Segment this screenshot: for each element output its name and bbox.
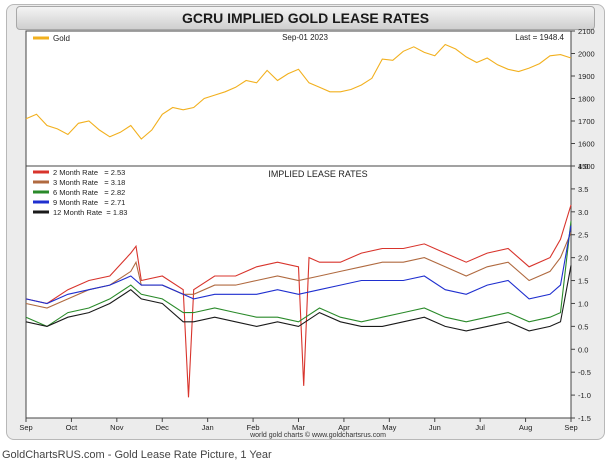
bottom-ytick-label: 0.5 [578,322,588,331]
date-label: Sep-01 2023 [282,33,328,42]
top-ytick-label: 1500 [578,162,595,171]
top-ytick-label: 2000 [578,50,595,59]
legend-label-12m: 12 Month Rate = 1.83 [53,208,127,217]
legend-label-2m: 2 Month Rate = 2.53 [53,168,125,177]
top-ytick-label: 1900 [578,72,595,81]
gold-legend-label: Gold [53,34,70,43]
xtick-label: Dec [156,423,170,432]
bottom-plot-area [25,165,572,419]
chart-canvas: 1500 1600 1700 1800 1900 2000 2100 -1.5 -1.0 -0.… [19,27,595,439]
top-ytick-label: 2100 [578,27,595,36]
page-caption: GoldChartsRUS.com - Gold Lease Rate Pict… [2,449,272,461]
top-ytick-label: 1700 [578,117,595,126]
chart-title: GCRU IMPLIED GOLD LEASE RATES [16,6,595,30]
bottom-ytick-label: 3.5 [578,185,588,194]
top-plot-area [25,30,572,167]
series-line-gold [25,43,572,140]
xtick-label: May [382,423,396,432]
top-ytick-label: 1600 [578,140,595,149]
bottom-ytick-label: 1.5 [578,277,588,286]
gold-price-series [25,43,572,140]
xtick-label: Nov [110,423,124,432]
bottom-ytick-label: 4.0 [578,162,588,171]
bottom-ytick-label: -0.5 [578,368,591,377]
xtick-label: Apr [338,423,350,432]
bottom-ytick-label: 2.0 [578,254,588,263]
bottom-ytick-label: 1.0 [578,299,588,308]
xtick-label: Jun [429,423,441,432]
xtick-label: Feb [247,423,260,432]
bottom-ytick-label: 0.0 [578,345,588,354]
xtick-label: Aug [519,423,532,432]
bottom-y-ticks: -1.5 -1.0 -0.5 0.0 0.5 1.0 1.5 2.0 2.5 3.0 3.5 4.0 [571,162,591,423]
lease-rate-legend: 2 Month Rate = 2.53 3 Month Rate = 3.18 … [33,168,127,217]
legend-label-3m: 3 Month Rate = 3.18 [53,178,125,187]
series-line-9-month-rate [25,225,572,305]
xtick-label: Oct [66,423,79,432]
lease-rates-title: IMPLIED LEASE RATES [268,169,367,179]
lease-rate-series [25,204,572,398]
chart-credit: world gold charts © www.goldchartsrus.co… [249,431,386,439]
series-line-2-month-rate [25,204,572,398]
xtick-label: Mar [292,423,305,432]
xtick-label: Jul [475,423,485,432]
bottom-ytick-label: -1.0 [578,391,591,400]
xtick-label: Sep [19,423,32,432]
legend-label-6m: 6 Month Rate = 2.82 [53,188,125,197]
xtick-label: Jan [202,423,214,432]
top-y-ticks: 1500 1600 1700 1800 1900 2000 2100 [571,27,595,171]
bottom-ytick-label: 3.0 [578,208,588,217]
x-axis-ticks: Sep Oct Nov Dec Jan Feb Mar Apr May Jun Jul Aug Sep [19,418,578,432]
last-value-label: Last = 1948.4 [515,33,564,42]
xtick-label: Sep [564,423,577,432]
legend-label-9m: 9 Month Rate = 2.71 [53,198,125,207]
series-line-12-month-rate [25,265,572,332]
series-line-6-month-rate [25,220,572,328]
bottom-ytick-label: 2.5 [578,231,588,240]
top-ytick-label: 1800 [578,95,595,104]
bottom-ytick-label: -1.5 [578,414,591,423]
series-line-3-month-rate [25,232,572,309]
